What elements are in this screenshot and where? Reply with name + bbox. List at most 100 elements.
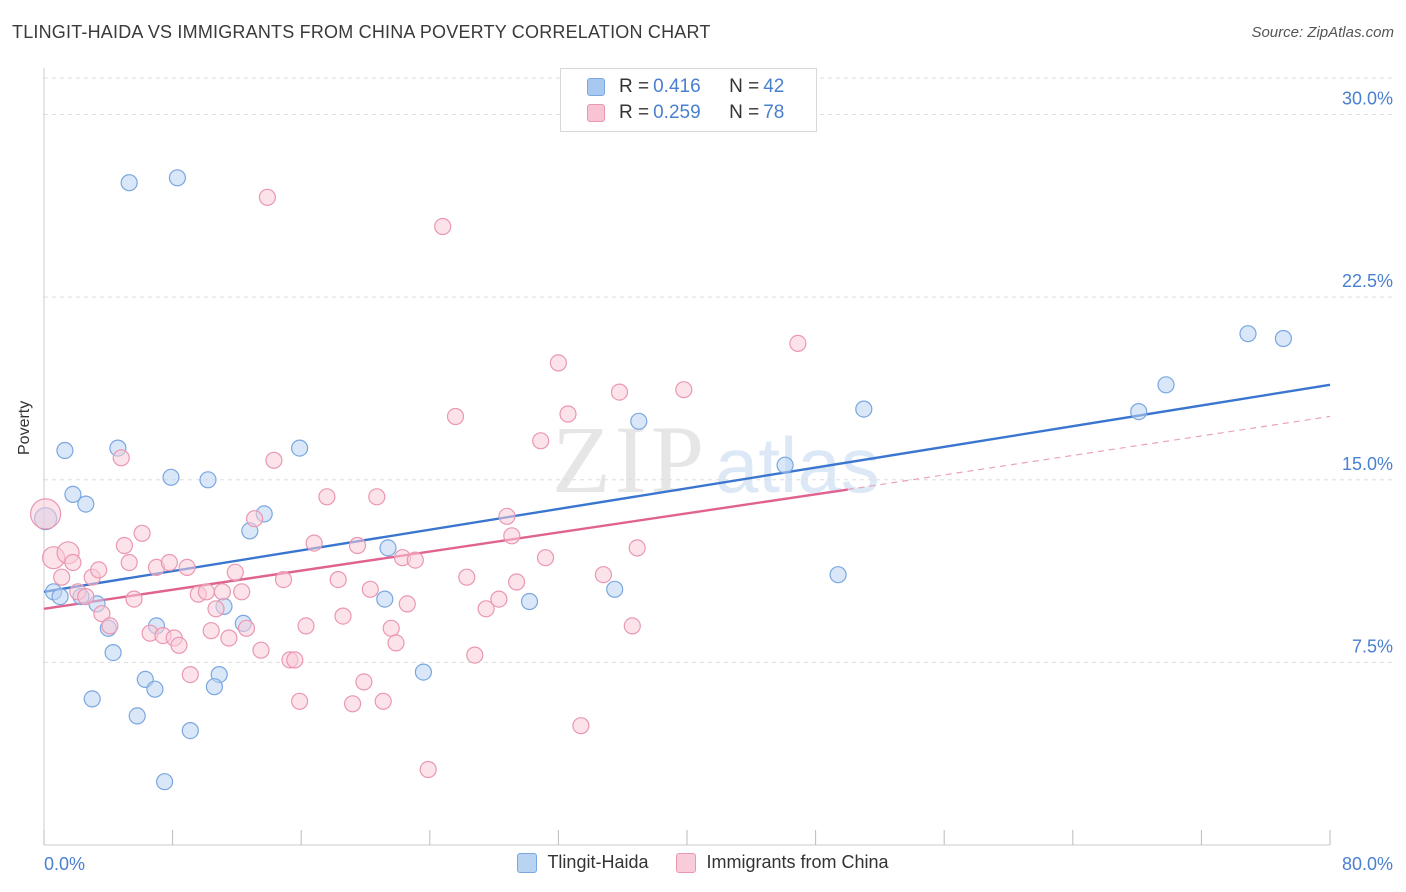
tick-labels: 7.5% 15.0% 22.5% 30.0% 0.0% 80.0% (44, 89, 1393, 874)
tlingit-point (1157, 376, 1175, 394)
source-label: Source: ZipAtlas.com (1251, 24, 1394, 41)
china-point (623, 617, 641, 635)
tlingit-point (199, 471, 217, 489)
n-label: N = (729, 102, 760, 123)
china-point (398, 595, 416, 613)
china-point (101, 617, 119, 635)
tlingit-point (829, 566, 847, 584)
china-point (181, 665, 199, 684)
china-point (207, 600, 225, 618)
china-point (226, 563, 244, 581)
china-point (93, 605, 111, 623)
china-point (559, 405, 577, 423)
china-swatch (587, 104, 605, 122)
tlingit-point (606, 580, 624, 598)
r-label: R = (619, 76, 650, 97)
tlingit-point (83, 690, 101, 708)
watermark: ZIP atlas (552, 406, 880, 513)
tlingit-point (414, 663, 432, 681)
legend-item-tlingit[interactable]: Tlingit-Haida (517, 852, 648, 873)
tlingit-swatch (517, 852, 538, 873)
r-value: 0.259 (653, 102, 701, 123)
chart-title: TLINGIT-HAIDA VS IMMIGRANTS FROM CHINA P… (12, 22, 711, 42)
tlingit-point (1274, 329, 1293, 348)
tlingit-point (168, 169, 186, 187)
china-point (258, 188, 276, 206)
china-point (133, 524, 151, 542)
china-point (90, 561, 108, 579)
china-point (446, 407, 465, 426)
china-point (498, 507, 516, 525)
china-point (675, 381, 693, 399)
china-point (374, 692, 392, 710)
china-point (220, 629, 238, 647)
tlingit-point (120, 174, 138, 192)
y-tick-label: 30.0% (1342, 89, 1393, 109)
china-point (419, 760, 437, 779)
watermark-zip: ZIP (552, 406, 708, 513)
stats-legend: R = 0.416 N = 42 R = 0.259 N = 78 (560, 68, 817, 132)
tlingit-point (379, 539, 397, 557)
china-point (237, 619, 256, 637)
china-point (29, 498, 62, 530)
china-point (594, 566, 613, 584)
china-point (115, 536, 134, 555)
china-point (305, 534, 323, 552)
china-point (53, 568, 71, 586)
china-point (197, 583, 215, 601)
tlingit-point (776, 456, 794, 474)
tlingit-point (205, 678, 223, 696)
tlingit-point (1239, 325, 1257, 343)
china-point (252, 641, 270, 659)
legend-item-china[interactable]: Immigrants from China (676, 852, 889, 873)
y-tick-label: 15.0% (1342, 454, 1393, 474)
china-point (160, 553, 178, 572)
china-point (334, 607, 352, 625)
china-point (507, 573, 526, 591)
china-point (387, 634, 405, 652)
tlingit-point (162, 468, 180, 486)
china-point (382, 619, 400, 637)
watermark-atlas: atlas (715, 421, 880, 509)
china-point (532, 432, 550, 450)
tlingit-point (51, 587, 69, 606)
china-trend-extension (847, 415, 1331, 491)
china-point (361, 580, 379, 598)
series-legend: Tlingit-Haida Immigrants from China (0, 852, 1406, 873)
china-point (477, 600, 495, 618)
china-point (77, 587, 95, 606)
china-trend-line (43, 488, 848, 610)
china-point (355, 673, 373, 691)
n-value: 42 (763, 76, 785, 97)
tlingit-point (146, 680, 164, 698)
tlingit-point (855, 400, 873, 418)
tlingit-point (64, 485, 82, 503)
china-point (406, 551, 424, 569)
tlingit-point (291, 439, 309, 457)
china-point (466, 646, 484, 664)
china-point (458, 568, 476, 586)
china-point (549, 354, 568, 372)
china-point (286, 651, 304, 669)
tlingit-point (376, 590, 394, 608)
china-point (329, 570, 347, 589)
china-point (202, 622, 220, 640)
stats-row-china: R = 0.259 N = 78 (587, 101, 784, 125)
china-point (503, 527, 521, 545)
axes (43, 68, 1331, 846)
stats-row-tlingit: R = 0.416 N = 42 (587, 75, 784, 99)
china-point (274, 570, 293, 589)
n-label: N = (729, 76, 760, 97)
r-value: 0.416 (653, 76, 701, 97)
r-label: R = (619, 102, 650, 123)
china-point (628, 539, 646, 557)
china-point (125, 590, 143, 608)
china-point (490, 590, 508, 608)
x-tick-label: 0.0% (44, 854, 85, 874)
china-point (536, 549, 555, 567)
trend-lines (43, 383, 1331, 610)
tlingit-point (77, 495, 95, 513)
china-point (291, 692, 309, 710)
china-point (572, 717, 590, 735)
